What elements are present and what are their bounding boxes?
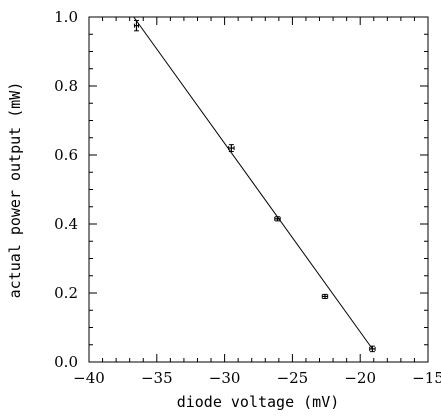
x-tick-label: −25 (277, 369, 309, 387)
axis-ticks (88, 16, 429, 363)
data-point (228, 144, 235, 153)
y-tick-label: 0.6 (54, 146, 78, 164)
x-axis-title: diode voltage (mV) (177, 393, 340, 411)
x-tick-label: −35 (141, 369, 173, 387)
y-axis-title: actual power output (mW) (6, 82, 24, 299)
x-tick-label: −30 (209, 369, 241, 387)
y-tick-label: 1.0 (54, 8, 78, 26)
plot-frame (88, 16, 429, 363)
fit-line (133, 16, 373, 350)
y-tick-label: 0.0 (54, 353, 78, 371)
x-tick-label: −15 (412, 369, 441, 387)
data-point (321, 293, 329, 300)
data-point (133, 19, 139, 32)
y-tick-label: 0.4 (54, 215, 78, 233)
y-tick-label: 0.8 (54, 77, 78, 95)
y-tick-labels: 0.0 0.2 0.4 0.6 0.8 1.0 (54, 8, 78, 371)
x-tick-label: −40 (73, 369, 105, 387)
x-tick-labels: −40 −35 −30 −25 −20 −15 (73, 369, 441, 387)
x-tick-label: −20 (344, 369, 376, 387)
data-points (133, 19, 376, 353)
data-point (369, 345, 376, 353)
data-point (274, 216, 281, 222)
y-tick-label: 0.2 (54, 284, 78, 302)
